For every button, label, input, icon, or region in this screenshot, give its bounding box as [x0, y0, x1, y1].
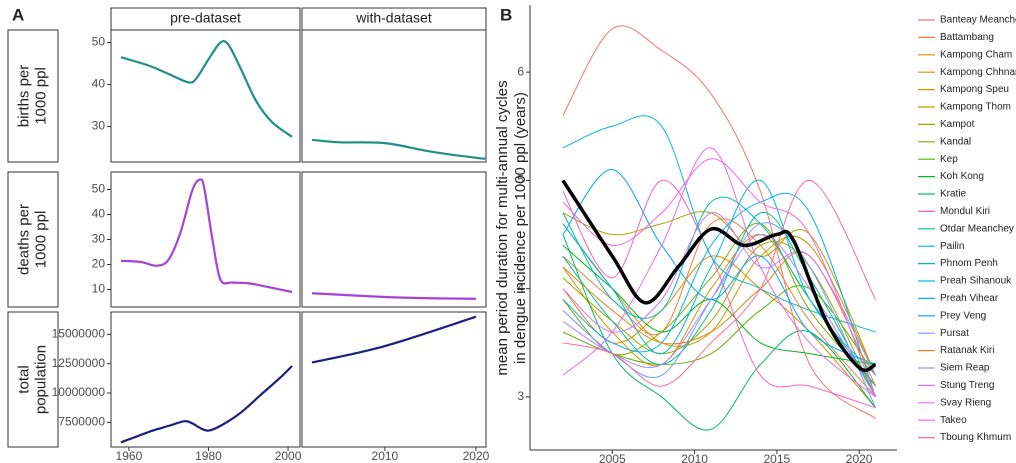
row-strip — [7, 171, 59, 308]
y-tick-label: 7500000 — [58, 415, 105, 429]
panel — [301, 171, 487, 308]
legend-label: Otdar Meanchey — [940, 223, 1014, 234]
x-tick-label: 2020 — [846, 452, 873, 463]
y-tick-label: 5 — [517, 173, 524, 187]
legend-label: Ratanak Kiri — [940, 345, 994, 356]
legend-label: Battambang — [940, 32, 994, 43]
province-line — [562, 147, 876, 398]
legend-label: Kampong Speu — [940, 84, 1009, 95]
mean-line — [561, 179, 877, 373]
y-tick-label: 30 — [92, 232, 106, 246]
legend-label: Kampot — [940, 119, 975, 130]
legend-label: Phnom Penh — [940, 258, 998, 269]
y-tick-label: 20 — [92, 257, 106, 271]
legend-label: Tboung Khmum — [940, 432, 1011, 443]
row-strip — [7, 311, 59, 448]
province-line — [562, 179, 877, 387]
legend-label: Preah Vihear — [940, 293, 999, 304]
facet-label: pre-dataset — [170, 10, 241, 26]
series-line — [311, 292, 476, 300]
province-line — [562, 179, 876, 376]
y-axis-label: mean period duration for multi-annual cy… — [494, 80, 511, 375]
province-line — [562, 25, 876, 419]
row-strip — [7, 29, 59, 163]
legend-label: Preah Sihanouk — [940, 276, 1012, 287]
legend-label: Kandal — [940, 136, 971, 147]
y-tick-label: 50 — [92, 35, 106, 49]
y-tick-label: 40 — [92, 207, 106, 221]
legend-label: Koh Kong — [940, 171, 984, 182]
legend-label: Svay Rieng — [940, 397, 991, 408]
legend-label: Siem Reap — [940, 363, 990, 374]
legend-label: Kampong Thom — [940, 102, 1011, 113]
legend-label: Takeo — [940, 415, 967, 426]
row-label: births per — [15, 65, 32, 128]
legend-label: Pursat — [940, 328, 969, 339]
legend-label: Kampong Chhnang — [940, 67, 1016, 78]
panel — [110, 311, 301, 448]
province-line — [562, 211, 877, 376]
province-line — [562, 234, 876, 431]
legend-label: Kep — [940, 154, 958, 165]
x-tick-label: 2000 — [275, 449, 302, 463]
y-tick-label: 6 — [517, 64, 524, 78]
row-label: 1000 ppl — [32, 67, 49, 125]
legend-label: Kampong Cham — [940, 49, 1012, 60]
series-line — [311, 138, 486, 160]
panel — [301, 311, 487, 448]
province-line — [562, 212, 877, 398]
province-line — [562, 196, 877, 387]
x-tick-label: 1960 — [116, 449, 143, 463]
legend-label: Banteay Meanchey — [940, 15, 1016, 26]
series-line — [311, 315, 477, 364]
province-line — [562, 192, 877, 398]
panel-label: A — [12, 5, 24, 24]
x-tick-label: 2015 — [764, 452, 791, 463]
series-line — [120, 178, 293, 294]
x-tick-label: 2005 — [599, 452, 626, 463]
row-label: population — [32, 345, 49, 414]
y-tick-label: 3 — [517, 389, 524, 403]
legend-label: Prey Veng — [940, 310, 986, 321]
series-line — [120, 39, 293, 138]
legend-label: Mondul Kiri — [940, 206, 990, 217]
y-tick-label: 30 — [92, 119, 106, 133]
legend-label: Pailin — [940, 241, 964, 252]
facet-label: with-dataset — [355, 10, 432, 26]
x-tick-label: 2020 — [463, 449, 490, 463]
panel-label: B — [500, 5, 512, 24]
y-axis-label: in dengue incidence per 1000 ppl (years) — [512, 92, 529, 364]
y-tick-label: 50 — [92, 182, 106, 196]
province-line — [562, 222, 876, 387]
y-tick-label: 15000000 — [52, 326, 106, 340]
panel — [110, 171, 301, 308]
x-tick-label: 1980 — [195, 449, 222, 463]
legend-label: Kratie — [940, 189, 967, 200]
province-line — [562, 234, 877, 398]
province-line — [562, 212, 877, 376]
row-label: 1000 ppl — [32, 211, 49, 269]
legend-label: Stung Treng — [940, 380, 994, 391]
panel — [110, 29, 301, 163]
y-tick-label: 10 — [92, 282, 106, 296]
x-tick-label: 2010 — [681, 452, 708, 463]
x-tick-label: 2010 — [372, 449, 399, 463]
y-tick-label: 12500000 — [52, 356, 106, 370]
row-label: deaths per — [15, 204, 32, 275]
series-line — [120, 365, 293, 444]
province-line — [562, 158, 877, 398]
y-tick-label: 40 — [92, 77, 106, 91]
y-tick-label: 4 — [517, 281, 524, 295]
row-label: total — [15, 365, 32, 393]
panel — [301, 29, 487, 163]
province-line — [562, 115, 876, 333]
y-tick-label: 10000000 — [52, 385, 106, 399]
